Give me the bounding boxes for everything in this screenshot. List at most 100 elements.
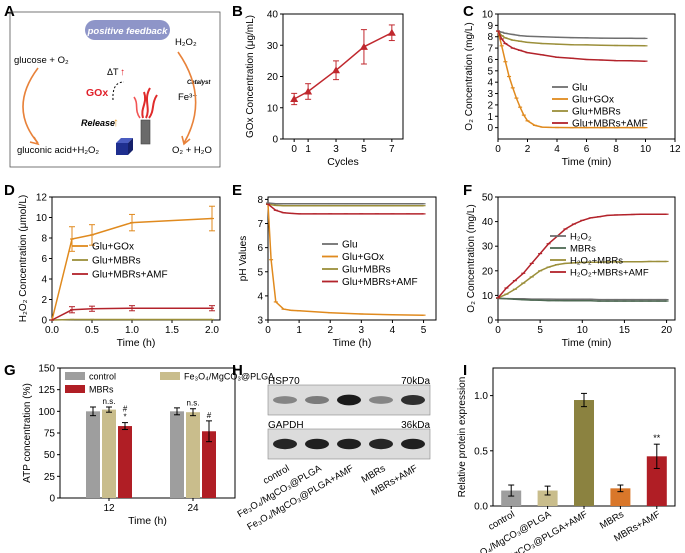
y-tick-label: 9 (487, 21, 493, 32)
up-arrow-icon: ↑ (120, 67, 125, 78)
x-tick-label: 0 (495, 325, 501, 336)
x-tick-label: 6 (584, 144, 590, 155)
bar (86, 411, 100, 498)
release-label: Release (81, 118, 115, 128)
y-tick-label: 0 (487, 123, 493, 134)
significance-label: n.s. (187, 399, 200, 408)
y-tick-label: 8 (41, 234, 47, 245)
release-arrow-icon: ↑ (113, 115, 119, 129)
left-cycle-arrow (22, 67, 39, 144)
bar (102, 409, 116, 498)
x-tick-label: 2 (525, 144, 531, 155)
y-axis-label: H₂O₂ Concentration (μmol/L) (18, 195, 29, 322)
legend-label: Fe₃O₄/MgCO₃@PLGA (184, 372, 274, 382)
y-tick-label: 0 (487, 316, 493, 327)
o2-h2o-label: O₂ + H₂O (172, 145, 212, 156)
y-tick-label: 0.5 (474, 446, 488, 457)
plot-frame (497, 196, 676, 321)
y-axis-label: GOx Concentration (μg/mL) (245, 15, 256, 138)
x-tick-label: 2 (327, 325, 333, 336)
x-tick-label: 7 (389, 144, 395, 155)
chart-f-o2-generation: 0 10 20 30 40 50 0 5 10 15 20 Time (min) O₂ Concentr… (466, 193, 676, 349)
y-tick-label: 20 (482, 266, 494, 277)
x-tick-label: 8 (613, 144, 619, 155)
legend-label: Glu+MBRs (92, 256, 141, 267)
significance-label: * (123, 413, 126, 422)
catalyst-label: Catalyst (187, 80, 211, 86)
data-point (387, 28, 396, 36)
panel-letter-h: H (232, 362, 243, 379)
blot-band (401, 394, 425, 406)
x-tick-label: 20 (661, 325, 673, 336)
plot-frame (267, 196, 437, 321)
y-tick-label: 50 (44, 450, 56, 461)
legend-label: Glu+GOx (342, 252, 384, 263)
panel-letter-a: A (4, 3, 15, 20)
chart-d-h2o2-concentration: 0 2 4 6 8 10 12 0.0 0.5 1.0 1.5 2.0 Time (h) H₂O₂ Con… (18, 193, 221, 349)
data-point (332, 66, 341, 74)
y-tick-label: 30 (267, 41, 279, 52)
panel-letter-f: F (463, 182, 472, 199)
blot-band (337, 438, 361, 450)
y-tick-label: 40 (267, 10, 279, 21)
y-tick-label: 1 (487, 112, 493, 123)
x-axis-label: Time (h) (128, 515, 167, 527)
fe3-label: Fe³⁺ (178, 92, 197, 103)
x-tick-label: 1 (305, 144, 311, 155)
x-tick-label: 3 (333, 144, 339, 155)
y-axis-label: ATP concentration (%) (22, 383, 33, 483)
right-cycle-arrow (177, 51, 197, 144)
legend-label: control (89, 372, 116, 382)
bar (574, 400, 594, 506)
heating-rod-icon (133, 87, 158, 145)
y-tick-label: 125 (38, 385, 55, 396)
legend-swatch (65, 372, 85, 380)
magnetic-cube-icon (116, 138, 133, 155)
x-tick-label: 24 (187, 503, 199, 514)
y-tick-label: 1.0 (474, 391, 488, 402)
blot-band (273, 396, 297, 404)
y-tick-label: 0 (49, 494, 55, 505)
legend-label: H₂O₂+MBRs+AMF (570, 268, 649, 279)
legend-label: Glu+MBRs+AMF (342, 277, 418, 288)
y-tick-label: 6 (487, 55, 493, 66)
x-tick-label: 10 (577, 325, 589, 336)
bar (186, 412, 200, 498)
x-tick-label: 5 (421, 325, 427, 336)
x-axis-label: Time (min) (562, 337, 612, 349)
x-tick-label: 0 (291, 144, 297, 155)
legend-label: H₂O₂ (570, 232, 592, 243)
x-tick-label: 2.0 (205, 325, 219, 336)
x-tick-label: 1.5 (165, 325, 179, 336)
y-tick-label: 30 (482, 242, 494, 253)
blot-protein-label: HSP70 (268, 376, 300, 387)
legend-label: MBRs (89, 385, 114, 395)
blot-kda-label: 70kDa (401, 376, 430, 387)
series-line (267, 204, 424, 316)
blot-band (401, 438, 425, 450)
x-axis-label: Cycles (327, 156, 359, 168)
y-tick-label: 4 (41, 275, 47, 286)
y-tick-label: 10 (36, 213, 48, 224)
significance-label: ** (653, 433, 661, 443)
feedback-banner (85, 20, 170, 40)
bar (202, 431, 216, 498)
y-tick-label: 2 (487, 100, 493, 111)
y-tick-label: 3 (487, 89, 493, 100)
legend-label: Glu+MBRs+AMF (92, 270, 168, 281)
x-tick-label: 5 (537, 325, 543, 336)
x-tick-label: 0 (495, 144, 501, 155)
y-tick-label: 6 (257, 243, 263, 254)
y-tick-label: 0 (272, 135, 278, 146)
data-point (304, 87, 313, 95)
bar (610, 488, 631, 506)
significance-label: # (207, 411, 212, 420)
y-tick-label: 2 (41, 295, 47, 306)
y-tick-label: 0 (41, 316, 47, 327)
x-tick-label: 4 (390, 325, 396, 336)
y-tick-label: 5 (487, 66, 493, 77)
h2o2-label: H₂O₂ (175, 37, 197, 48)
y-tick-label: 10 (482, 10, 494, 21)
y-tick-label: 0.0 (474, 502, 488, 513)
